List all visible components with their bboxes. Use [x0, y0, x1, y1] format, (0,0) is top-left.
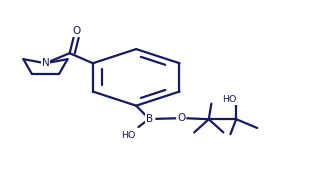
Text: O: O [72, 26, 80, 36]
Text: HO: HO [222, 95, 236, 104]
Text: O: O [177, 113, 185, 123]
Text: HO: HO [121, 131, 135, 140]
Text: N: N [41, 58, 49, 68]
Text: B: B [145, 114, 153, 124]
